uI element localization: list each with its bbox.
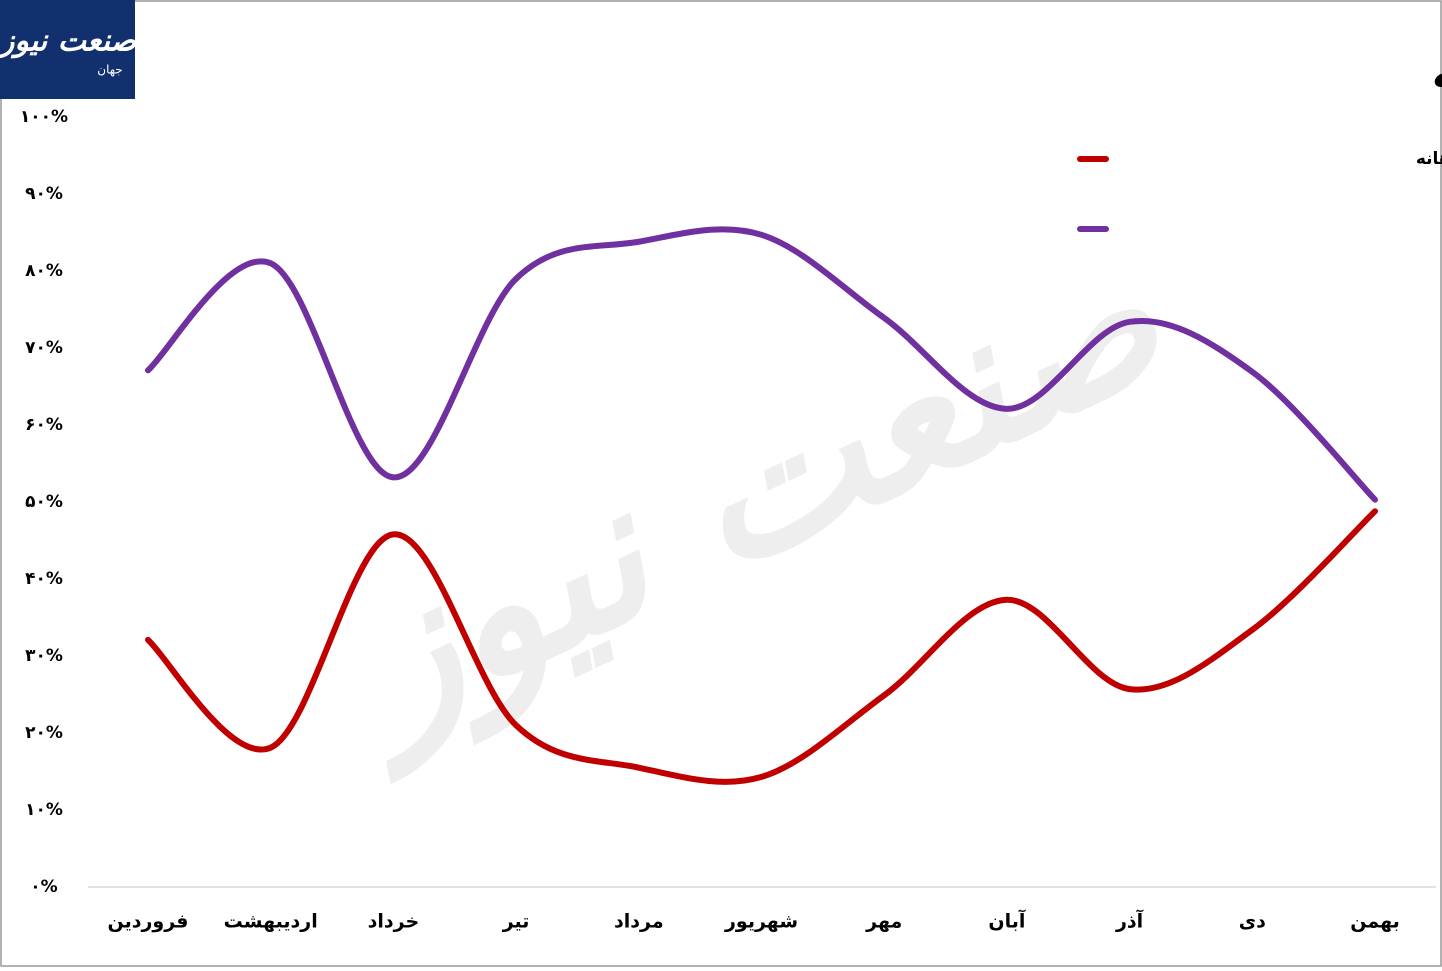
y-tick-label: ۸۰% — [25, 261, 63, 281]
x-tick-label: آبان — [988, 909, 1025, 933]
y-tick-label: ۳۰% — [25, 646, 63, 666]
x-tick-label: خرداد — [368, 911, 420, 933]
series-line — [145, 508, 1378, 785]
y-tick-label: ۶۰% — [25, 415, 63, 435]
x-tick-label: شهریور — [724, 911, 798, 933]
logo-box — [0, 0, 135, 99]
x-tick-label: فروردین — [108, 911, 189, 933]
y-tick-label: ۵۰% — [25, 492, 63, 512]
x-tick-label: اردیبهشت — [224, 911, 318, 933]
x-tick-label: دی — [1239, 911, 1266, 933]
x-tick-label: بهمن — [1350, 911, 1400, 933]
logo-text: صنعت نیوز — [0, 24, 138, 59]
chart-title: سهم کالاهای مختلف در تورم ماهانه — [1432, 49, 1442, 99]
y-tick-label: ۱۰۰% — [20, 107, 68, 127]
x-tick-label: آذر — [1115, 909, 1144, 933]
x-tick-label: مهر — [865, 911, 902, 933]
y-tick-label: ۰% — [30, 877, 57, 897]
y-tick-label: ۱۰% — [25, 800, 63, 820]
logo-subtext: جهان — [97, 63, 122, 77]
series-line — [145, 226, 1378, 503]
y-tick-label: ۹۰% — [25, 184, 63, 204]
legend-label: سهم کالاهای خوراکی از تورم ماهانه — [1416, 149, 1442, 169]
x-tick-label: تیر — [502, 911, 530, 933]
y-tick-label: ۴۰% — [25, 569, 63, 589]
y-tick-label: ۲۰% — [25, 723, 63, 743]
y-tick-label: ۷۰% — [25, 338, 63, 358]
x-tick-label: مرداد — [614, 911, 664, 933]
